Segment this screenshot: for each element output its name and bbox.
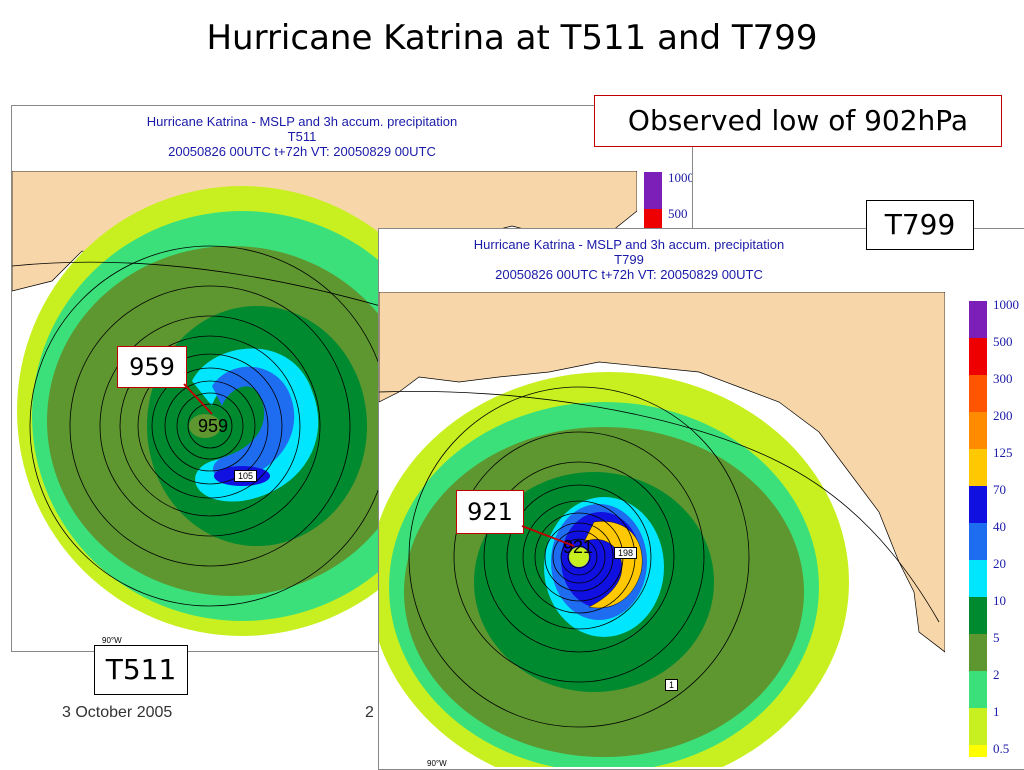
t799-precipitation-map	[379, 292, 945, 767]
scale-label-5: 5	[993, 630, 1000, 645]
t511-max-precip-label: 105	[234, 470, 258, 482]
t799-lon-label: 90°W	[427, 759, 447, 768]
scale-swatch-1	[969, 708, 987, 745]
t799-land-area	[379, 292, 945, 653]
scale-label-200: 200	[993, 408, 1013, 423]
t511-precipitation-map	[12, 171, 637, 636]
scale-label-10: 10	[993, 593, 1006, 608]
scale-swatch-300	[969, 375, 987, 412]
t511-precip-band-blue	[212, 366, 295, 480]
t799-isobars	[379, 386, 940, 728]
scale-swatch-20	[969, 560, 987, 597]
scale-label-70: 70	[993, 482, 1006, 497]
footer-date: 3 October 2005	[62, 704, 173, 721]
t799-eye	[569, 547, 589, 567]
slide-title: Hurricane Katrina at T511 and T799	[206, 18, 818, 58]
t799-title-line3: 20050826 00UTC t+72h VT: 20050829 00UTC	[495, 267, 763, 282]
t511-title-line1: Hurricane Katrina - MSLP and 3h accum. p…	[146, 114, 458, 129]
t511-eye	[189, 414, 221, 438]
scale-label-20: 20	[993, 556, 1006, 571]
t511-scale-label-1000: 1000	[668, 170, 693, 185]
scale-swatch-2	[969, 671, 987, 708]
scale-swatch-0-5	[969, 745, 987, 757]
footer-page-number: 2	[365, 704, 374, 721]
t799-title-line1: Hurricane Katrina - MSLP and 3h accum. p…	[473, 237, 785, 252]
t511-scale-label-500: 500	[668, 206, 688, 221]
scale-swatch-125	[969, 449, 987, 486]
scale-label-0-5: 0.5	[993, 741, 1010, 756]
scale-label-40: 40	[993, 519, 1006, 534]
scale-swatch-10	[969, 597, 987, 634]
t511-callout-arrow	[183, 383, 213, 415]
scale-swatch-200	[969, 412, 987, 449]
t799-panel-title: Hurricane Katrina - MSLP and 3h accum. p…	[379, 237, 879, 282]
t511-title-line3: 20050826 00UTC t+72h VT: 20050829 00UTC	[168, 144, 436, 159]
scale-label-300: 300	[993, 371, 1013, 386]
t799-forecast-panel: Hurricane Katrina - MSLP and 3h accum. p…	[378, 228, 1024, 770]
t799-max-precip-label: 198	[614, 547, 638, 559]
t799-precip-band-yellow	[583, 521, 643, 609]
t799-min-label: 1	[665, 679, 679, 691]
scale-label-125: 125	[993, 445, 1013, 460]
scale-swatch-5	[969, 634, 987, 671]
scale-swatch-500	[969, 338, 987, 375]
t511-forecast-panel: Hurricane Katrina - MSLP and 3h accum. p…	[11, 105, 693, 652]
t511-pressure-callout: 959	[117, 346, 187, 388]
scale-label-500: 500	[993, 334, 1013, 349]
t511-label-box: T511	[94, 645, 188, 695]
scale-label-2: 2	[993, 667, 1000, 682]
t799-center-pressure-label: 921	[563, 537, 594, 557]
scale-swatch-70	[969, 486, 987, 523]
t511-scale-swatch-1000	[644, 172, 662, 209]
scale-swatch-1000	[969, 301, 987, 338]
t799-pressure-callout: 921	[456, 490, 524, 534]
t511-title-line2: T511	[287, 129, 317, 144]
scale-swatch-40	[969, 523, 987, 560]
observed-low-callout: Observed low of 902hPa	[594, 95, 1002, 147]
scale-label-1: 1	[993, 704, 1000, 719]
scale-label-1000: 1000	[993, 297, 1019, 312]
t511-lon-label: 90°W	[102, 636, 122, 645]
t799-callout-arrow	[521, 525, 575, 547]
t799-label-box: T799	[866, 200, 974, 250]
t511-panel-title: Hurricane Katrina - MSLP and 3h accum. p…	[12, 114, 592, 159]
t511-precip-10mm	[147, 306, 367, 546]
t511-center-pressure-label: 959	[198, 416, 229, 436]
t799-title-line2: T799	[614, 252, 644, 267]
